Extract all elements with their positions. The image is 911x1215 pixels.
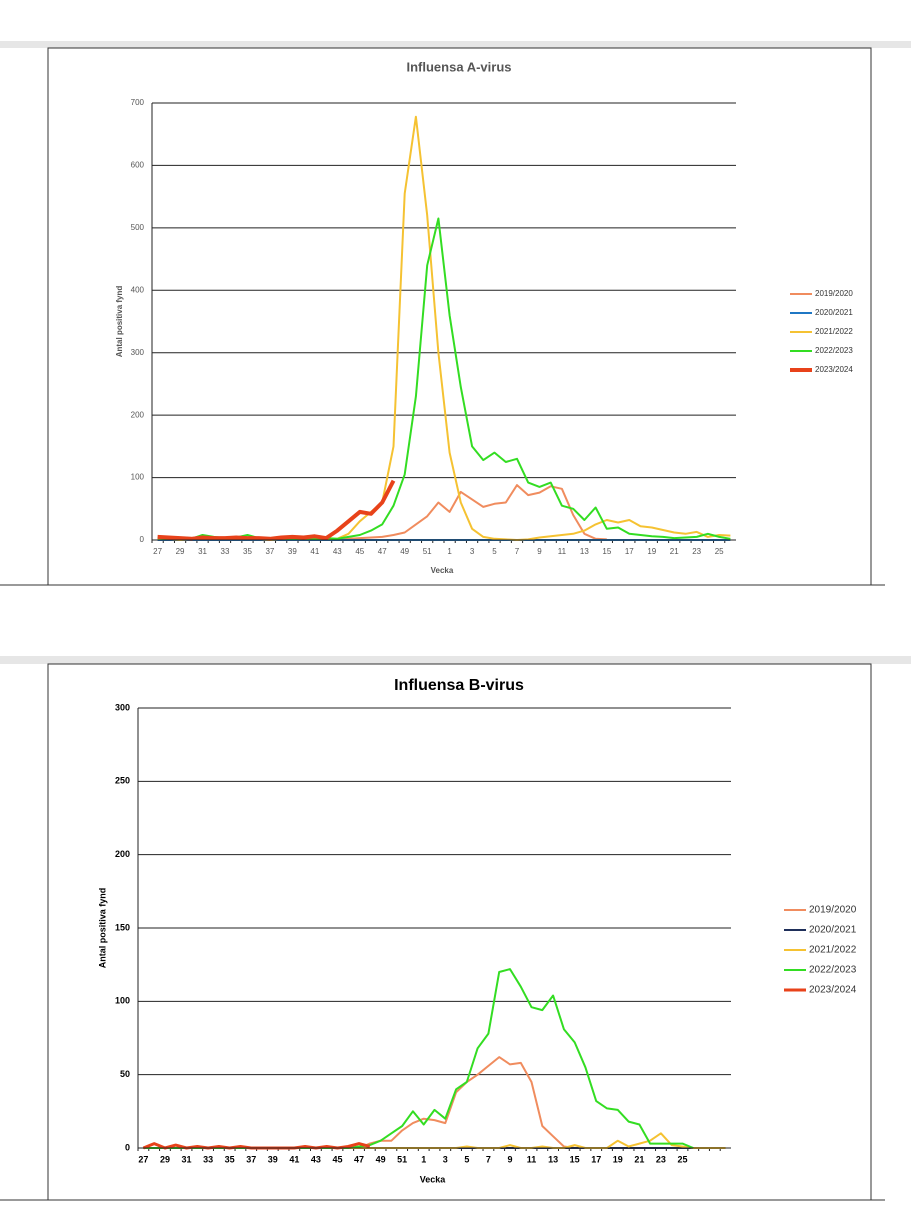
x-tick-label: 21 (670, 547, 679, 556)
x-tick-label: 37 (246, 1154, 256, 1164)
x-tick-label: 45 (355, 547, 364, 556)
legend-label: 2020/2021 (815, 308, 853, 317)
y-tick-label: 250 (115, 776, 130, 786)
y-tick-label: 600 (131, 161, 145, 170)
x-tick-label: 3 (470, 547, 475, 556)
x-tick-label: 31 (182, 1154, 192, 1164)
x-tick-label: 43 (333, 547, 342, 556)
x-tick-label: 25 (677, 1154, 687, 1164)
x-tick-label: 25 (715, 547, 724, 556)
y-tick-label: 100 (115, 996, 130, 1006)
x-tick-label: 27 (138, 1154, 148, 1164)
x-tick-label: 45 (332, 1154, 342, 1164)
x-tick-label: 37 (265, 547, 274, 556)
y-tick-label: 300 (131, 348, 145, 357)
x-tick-label: 47 (378, 547, 387, 556)
legend-label: 2023/2024 (809, 985, 857, 996)
chart-title: Influensa B-virus (394, 677, 524, 694)
x-tick-label: 5 (464, 1154, 469, 1164)
legend-label: 2019/2020 (815, 289, 853, 298)
x-tick-label: 47 (354, 1154, 364, 1164)
x-tick-label: 29 (160, 1154, 170, 1164)
y-axis-label: Antal positiva fynd (115, 286, 124, 358)
x-tick-label: 3 (443, 1154, 448, 1164)
x-tick-label: 49 (400, 547, 409, 556)
x-tick-label: 33 (221, 547, 230, 556)
x-tick-label: 11 (527, 1154, 537, 1164)
x-tick-label: 19 (613, 1154, 623, 1164)
y-tick-label: 200 (115, 849, 130, 859)
x-tick-label: 9 (507, 1154, 512, 1164)
y-tick-label: 0 (140, 535, 145, 544)
x-axis-label: Vecka (420, 1174, 447, 1184)
y-tick-label: 300 (115, 702, 130, 712)
x-tick-label: 39 (288, 547, 297, 556)
x-tick-label: 9 (537, 547, 542, 556)
x-tick-label: 43 (311, 1154, 321, 1164)
legend-label: 2022/2023 (815, 346, 853, 355)
x-tick-label: 15 (602, 547, 611, 556)
legend-label: 2022/2023 (809, 965, 857, 976)
legend-label: 2021/2022 (815, 327, 853, 336)
x-tick-label: 51 (397, 1154, 407, 1164)
x-tick-label: 21 (634, 1154, 644, 1164)
y-tick-label: 700 (131, 98, 145, 107)
x-tick-label: 7 (486, 1154, 491, 1164)
x-tick-label: 7 (515, 547, 520, 556)
x-tick-label: 23 (692, 547, 701, 556)
y-axis-label: Antal positiva fynd (97, 888, 107, 969)
y-tick-label: 50 (120, 1069, 130, 1079)
x-tick-label: 17 (625, 547, 634, 556)
x-tick-label: 11 (558, 547, 567, 556)
legend-label: 2023/2024 (815, 365, 853, 374)
separator (0, 656, 911, 664)
x-tick-label: 5 (492, 547, 497, 556)
chart-frame (47, 663, 872, 1201)
x-tick-label: 35 (225, 1154, 235, 1164)
y-tick-label: 500 (131, 223, 145, 232)
x-tick-label: 23 (656, 1154, 666, 1164)
y-tick-label: 200 (131, 410, 145, 419)
x-tick-label: 1 (447, 547, 452, 556)
series-line (157, 479, 396, 541)
x-tick-label: 35 (243, 547, 252, 556)
x-tick-label: 27 (153, 547, 162, 556)
x-tick-label: 49 (376, 1154, 386, 1164)
legend-label: 2021/2022 (809, 945, 857, 956)
x-tick-label: 19 (647, 547, 656, 556)
x-tick-label: 13 (548, 1154, 558, 1164)
x-tick-label: 15 (570, 1154, 580, 1164)
y-tick-label: 150 (115, 922, 130, 932)
separator (0, 41, 911, 48)
y-tick-label: 100 (131, 473, 145, 482)
y-tick-label: 0 (125, 1142, 130, 1152)
legend-label: 2020/2021 (809, 925, 857, 936)
chart-frame (47, 47, 872, 586)
legend-label: 2019/2020 (809, 905, 857, 916)
x-tick-label: 39 (268, 1154, 278, 1164)
x-tick-label: 33 (203, 1154, 213, 1164)
x-tick-label: 13 (580, 547, 589, 556)
y-tick-label: 400 (131, 285, 145, 294)
x-tick-label: 31 (198, 547, 207, 556)
x-tick-label: 29 (176, 547, 185, 556)
x-tick-label: 41 (289, 1154, 299, 1164)
x-tick-label: 51 (423, 547, 432, 556)
chart-title: Influensa A-virus (407, 59, 512, 74)
x-tick-label: 17 (591, 1154, 601, 1164)
x-axis-label: Vecka (431, 566, 454, 575)
x-tick-label: 1 (421, 1154, 426, 1164)
x-tick-label: 41 (310, 547, 319, 556)
